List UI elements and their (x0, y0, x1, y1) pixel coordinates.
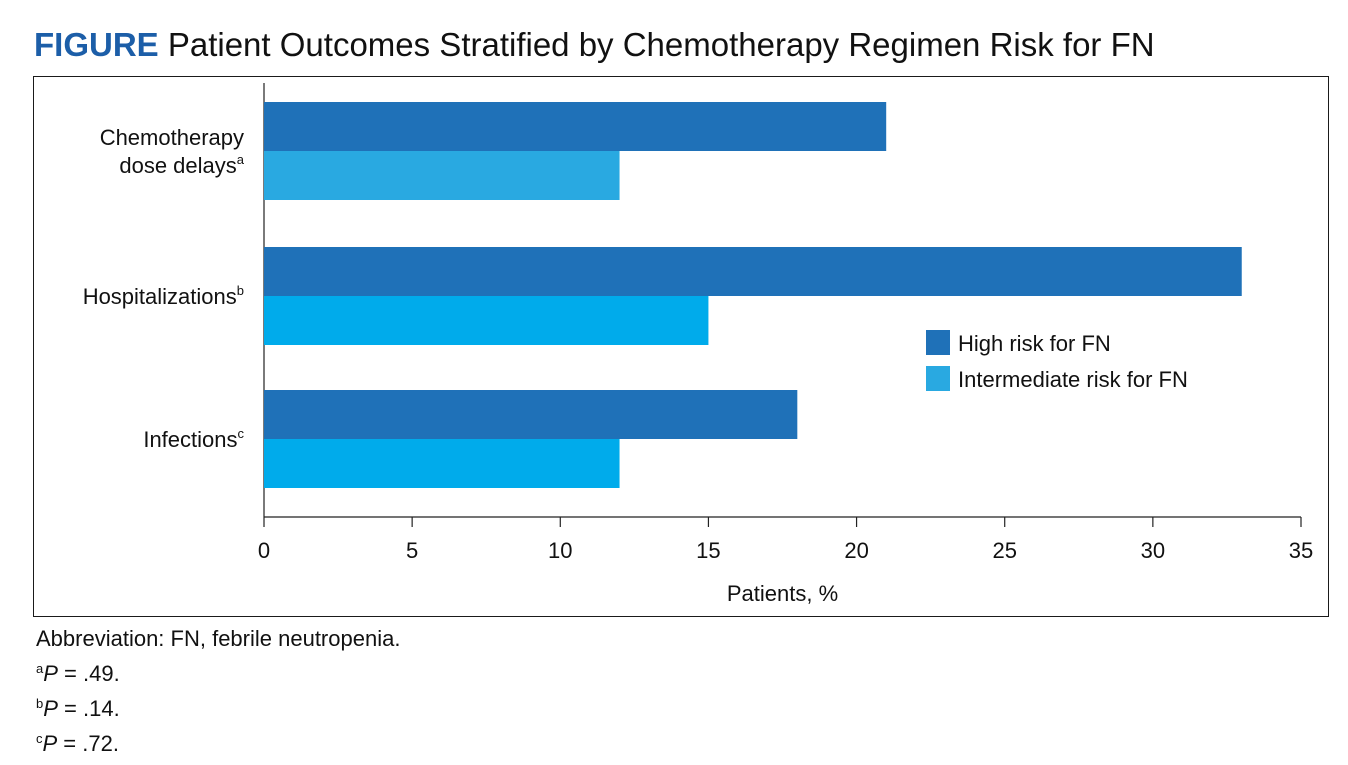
legend-label-high: High risk for FN (958, 331, 1111, 356)
x-tick-label-25: 25 (992, 538, 1016, 563)
x-tick-label-15: 15 (696, 538, 720, 563)
figure-title-text: Patient Outcomes Stratified by Chemother… (167, 26, 1155, 63)
footnote-b: bP = .14. (36, 696, 120, 721)
bar-intermediate-1 (264, 151, 620, 200)
bar-intermediate-2 (264, 296, 709, 345)
figure-label: FIGURE (34, 26, 159, 63)
footnote-a: aP = .49. (36, 661, 120, 686)
legend-label-intermediate: Intermediate risk for FN (958, 367, 1188, 392)
x-tick-label-30: 30 (1141, 538, 1165, 563)
abbreviation-note: Abbreviation: FN, febrile neutropenia. (36, 626, 401, 651)
figure-title: FIGURE Patient Outcomes Stratified by Ch… (34, 26, 1155, 64)
bar-high-2 (264, 247, 1242, 296)
legend-swatch-high (926, 330, 950, 355)
category-label-3-line-1: Infectionsc (143, 426, 244, 452)
category-label-1-line-2: dose delaysa (119, 152, 244, 178)
x-axis-title: Patients, % (727, 581, 838, 606)
x-tick-label-35: 35 (1289, 538, 1313, 563)
bar-high-1 (264, 102, 887, 151)
x-tick-label-10: 10 (548, 538, 572, 563)
footnotes: Abbreviation: FN, febrile neutropenia. a… (36, 624, 400, 759)
bar-high-3 (264, 390, 798, 439)
category-label-1-line-1: Chemotherapy (100, 125, 244, 150)
chart-frame: Chemotherapy dose delaysa Hospitalizations… (33, 76, 1329, 617)
bar-intermediate-3 (264, 439, 620, 488)
footnote-c: cP = .72. (36, 731, 119, 756)
x-tick-label-5: 5 (406, 538, 418, 563)
category-label-2-line-1: Hospitalizationsb (83, 283, 244, 309)
legend-swatch-intermediate (926, 366, 950, 391)
x-tick-label-0: 0 (258, 538, 270, 563)
x-tick-label-20: 20 (844, 538, 868, 563)
